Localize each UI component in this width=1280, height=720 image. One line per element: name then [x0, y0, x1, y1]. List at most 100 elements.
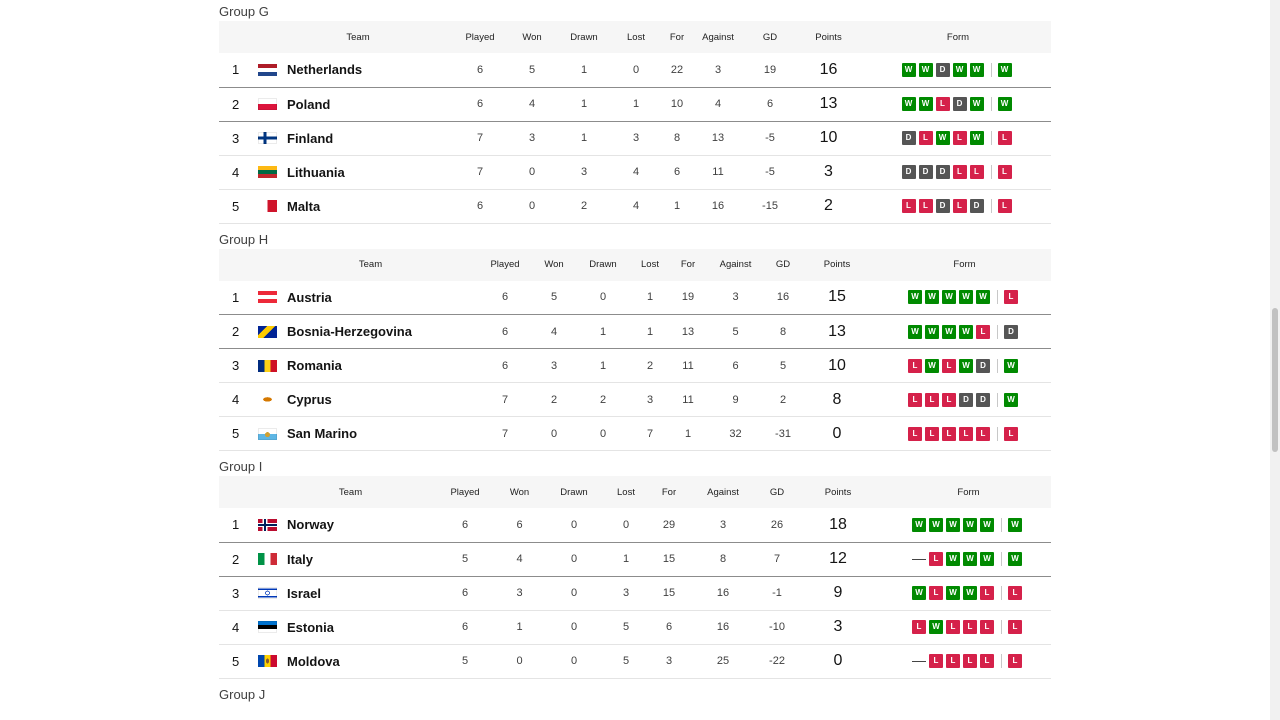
form-chip-win[interactable]: W — [908, 324, 922, 339]
form-chip-win[interactable]: W — [935, 131, 950, 145]
team-name-link[interactable]: Estonia — [287, 619, 334, 635]
form-chip-loss[interactable]: L — [912, 620, 926, 634]
form-chip-win[interactable]: W — [925, 324, 939, 339]
form-chip-loss[interactable]: L — [908, 392, 922, 407]
form-chip-win[interactable]: W — [969, 97, 984, 111]
form-chip-win[interactable]: W — [946, 552, 960, 566]
form-chip-win[interactable]: W — [901, 97, 916, 111]
form-chip-draw[interactable]: D — [918, 165, 933, 179]
form-chip-win[interactable]: W — [963, 586, 977, 600]
next-result-chip-loss[interactable]: L — [997, 131, 1012, 145]
form-chip-win[interactable]: W — [901, 62, 916, 77]
form-chip-win[interactable]: W — [912, 586, 926, 600]
team-name-link[interactable]: Malta — [287, 198, 321, 214]
team-name-link[interactable]: Austria — [287, 289, 332, 305]
next-result-chip-win[interactable]: W — [1004, 358, 1018, 373]
next-result-chip-loss[interactable]: L — [997, 165, 1012, 179]
form-chip-loss[interactable]: L — [980, 620, 994, 634]
form-chip-loss[interactable]: L — [901, 199, 916, 213]
form-chip-win[interactable]: W — [959, 358, 973, 373]
form-chip-win[interactable]: W — [976, 290, 990, 305]
form-chip-win[interactable]: W — [969, 131, 984, 145]
team-name-link[interactable]: Netherlands — [287, 62, 363, 78]
form-chip-win[interactable]: W — [918, 97, 933, 111]
form-chip-win[interactable]: W — [969, 62, 984, 77]
form-chip-loss[interactable]: L — [925, 392, 939, 407]
next-result-chip-loss[interactable]: L — [1008, 620, 1022, 634]
next-result-chip-loss[interactable]: L — [997, 199, 1012, 213]
team-name-link[interactable]: Lithuania — [287, 164, 345, 180]
team-name-link[interactable]: Cyprus — [287, 392, 332, 407]
form-chip-win[interactable]: W — [963, 517, 977, 532]
form-chip-loss[interactable]: L — [942, 358, 956, 373]
form-chip-loss[interactable]: L — [942, 426, 956, 441]
form-chip-win[interactable]: W — [925, 358, 939, 373]
form-chip-loss[interactable]: L — [925, 426, 939, 441]
form-chip-win[interactable]: W — [908, 290, 922, 305]
form-chip-win[interactable]: W — [963, 552, 977, 566]
form-chip-loss[interactable]: L — [918, 131, 933, 145]
next-result-chip-win[interactable]: W — [1004, 392, 1018, 407]
form-chip-loss[interactable]: L — [980, 654, 994, 668]
team-name-link[interactable]: Norway — [287, 517, 334, 533]
form-chip-win[interactable]: W — [912, 517, 926, 532]
form-chip-loss[interactable]: L — [963, 620, 977, 634]
form-chip-loss[interactable]: L — [963, 654, 977, 668]
form-chip-draw[interactable]: D — [976, 392, 990, 407]
team-name-link[interactable]: Italy — [287, 551, 314, 567]
form-chip-loss[interactable]: L — [929, 654, 943, 668]
form-chip-draw[interactable]: D — [959, 392, 973, 407]
team-name-link[interactable]: Israel — [287, 585, 321, 601]
form-chip-loss[interactable]: L — [946, 654, 960, 668]
form-chip-loss[interactable]: L — [942, 392, 956, 407]
next-result-chip-win[interactable]: W — [1008, 517, 1022, 532]
next-result-chip-win[interactable]: W — [1008, 552, 1022, 566]
form-chip-win[interactable]: W — [980, 517, 994, 532]
form-chip-win[interactable]: W — [959, 290, 973, 305]
form-chip-draw[interactable]: D — [901, 131, 916, 145]
team-name-link[interactable]: Finland — [287, 130, 334, 146]
form-chip-loss[interactable]: L — [976, 426, 990, 441]
form-chip-loss[interactable]: L — [929, 552, 943, 566]
form-chip-loss[interactable]: L — [976, 324, 990, 339]
scrollbar-thumb[interactable] — [1272, 308, 1278, 452]
form-chip-draw[interactable]: D — [969, 199, 984, 213]
next-result-chip-win[interactable]: W — [997, 62, 1012, 77]
form-chip-win[interactable]: W — [959, 324, 973, 339]
form-chip-draw[interactable]: D — [935, 165, 950, 179]
form-chip-draw[interactable]: D — [976, 358, 990, 373]
form-chip-loss[interactable]: L — [959, 426, 973, 441]
form-chip-win[interactable]: W — [952, 62, 967, 77]
team-name-link[interactable]: Bosnia-Herzegovina — [287, 324, 412, 339]
form-chip-loss[interactable]: L — [952, 199, 967, 213]
form-chip-win[interactable]: W — [980, 552, 994, 566]
team-name-link[interactable]: San Marino — [287, 426, 358, 441]
form-chip-win[interactable]: W — [929, 517, 943, 532]
form-chip-loss[interactable]: L — [969, 165, 984, 179]
form-chip-loss[interactable]: L — [935, 97, 950, 111]
form-chip-win[interactable]: W — [929, 620, 943, 634]
form-chip-loss[interactable]: L — [980, 586, 994, 600]
team-name-link[interactable]: Romania — [287, 358, 342, 373]
form-chip-draw[interactable]: D — [935, 199, 950, 213]
form-chip-draw[interactable]: D — [901, 165, 916, 179]
next-result-chip-loss[interactable]: L — [1008, 654, 1022, 668]
form-chip-loss[interactable]: L — [918, 199, 933, 213]
form-chip-loss[interactable]: L — [946, 620, 960, 634]
next-result-chip-loss[interactable]: L — [1004, 426, 1018, 441]
next-result-chip-win[interactable]: W — [997, 97, 1012, 111]
form-chip-win[interactable]: W — [942, 324, 956, 339]
form-chip-draw[interactable]: D — [952, 97, 967, 111]
team-name-link[interactable]: Moldova — [287, 653, 340, 669]
form-chip-win[interactable]: W — [946, 517, 960, 532]
team-name-link[interactable]: Poland — [287, 96, 331, 112]
form-chip-draw[interactable]: D — [935, 62, 950, 77]
page-scrollbar[interactable] — [1270, 0, 1280, 720]
next-result-chip-draw[interactable]: D — [1004, 324, 1018, 339]
next-result-chip-loss[interactable]: L — [1004, 290, 1018, 305]
form-chip-win[interactable]: W — [942, 290, 956, 305]
next-result-chip-loss[interactable]: L — [1008, 586, 1022, 600]
form-chip-win[interactable]: W — [925, 290, 939, 305]
form-chip-loss[interactable]: L — [952, 131, 967, 145]
form-chip-loss[interactable]: L — [908, 358, 922, 373]
